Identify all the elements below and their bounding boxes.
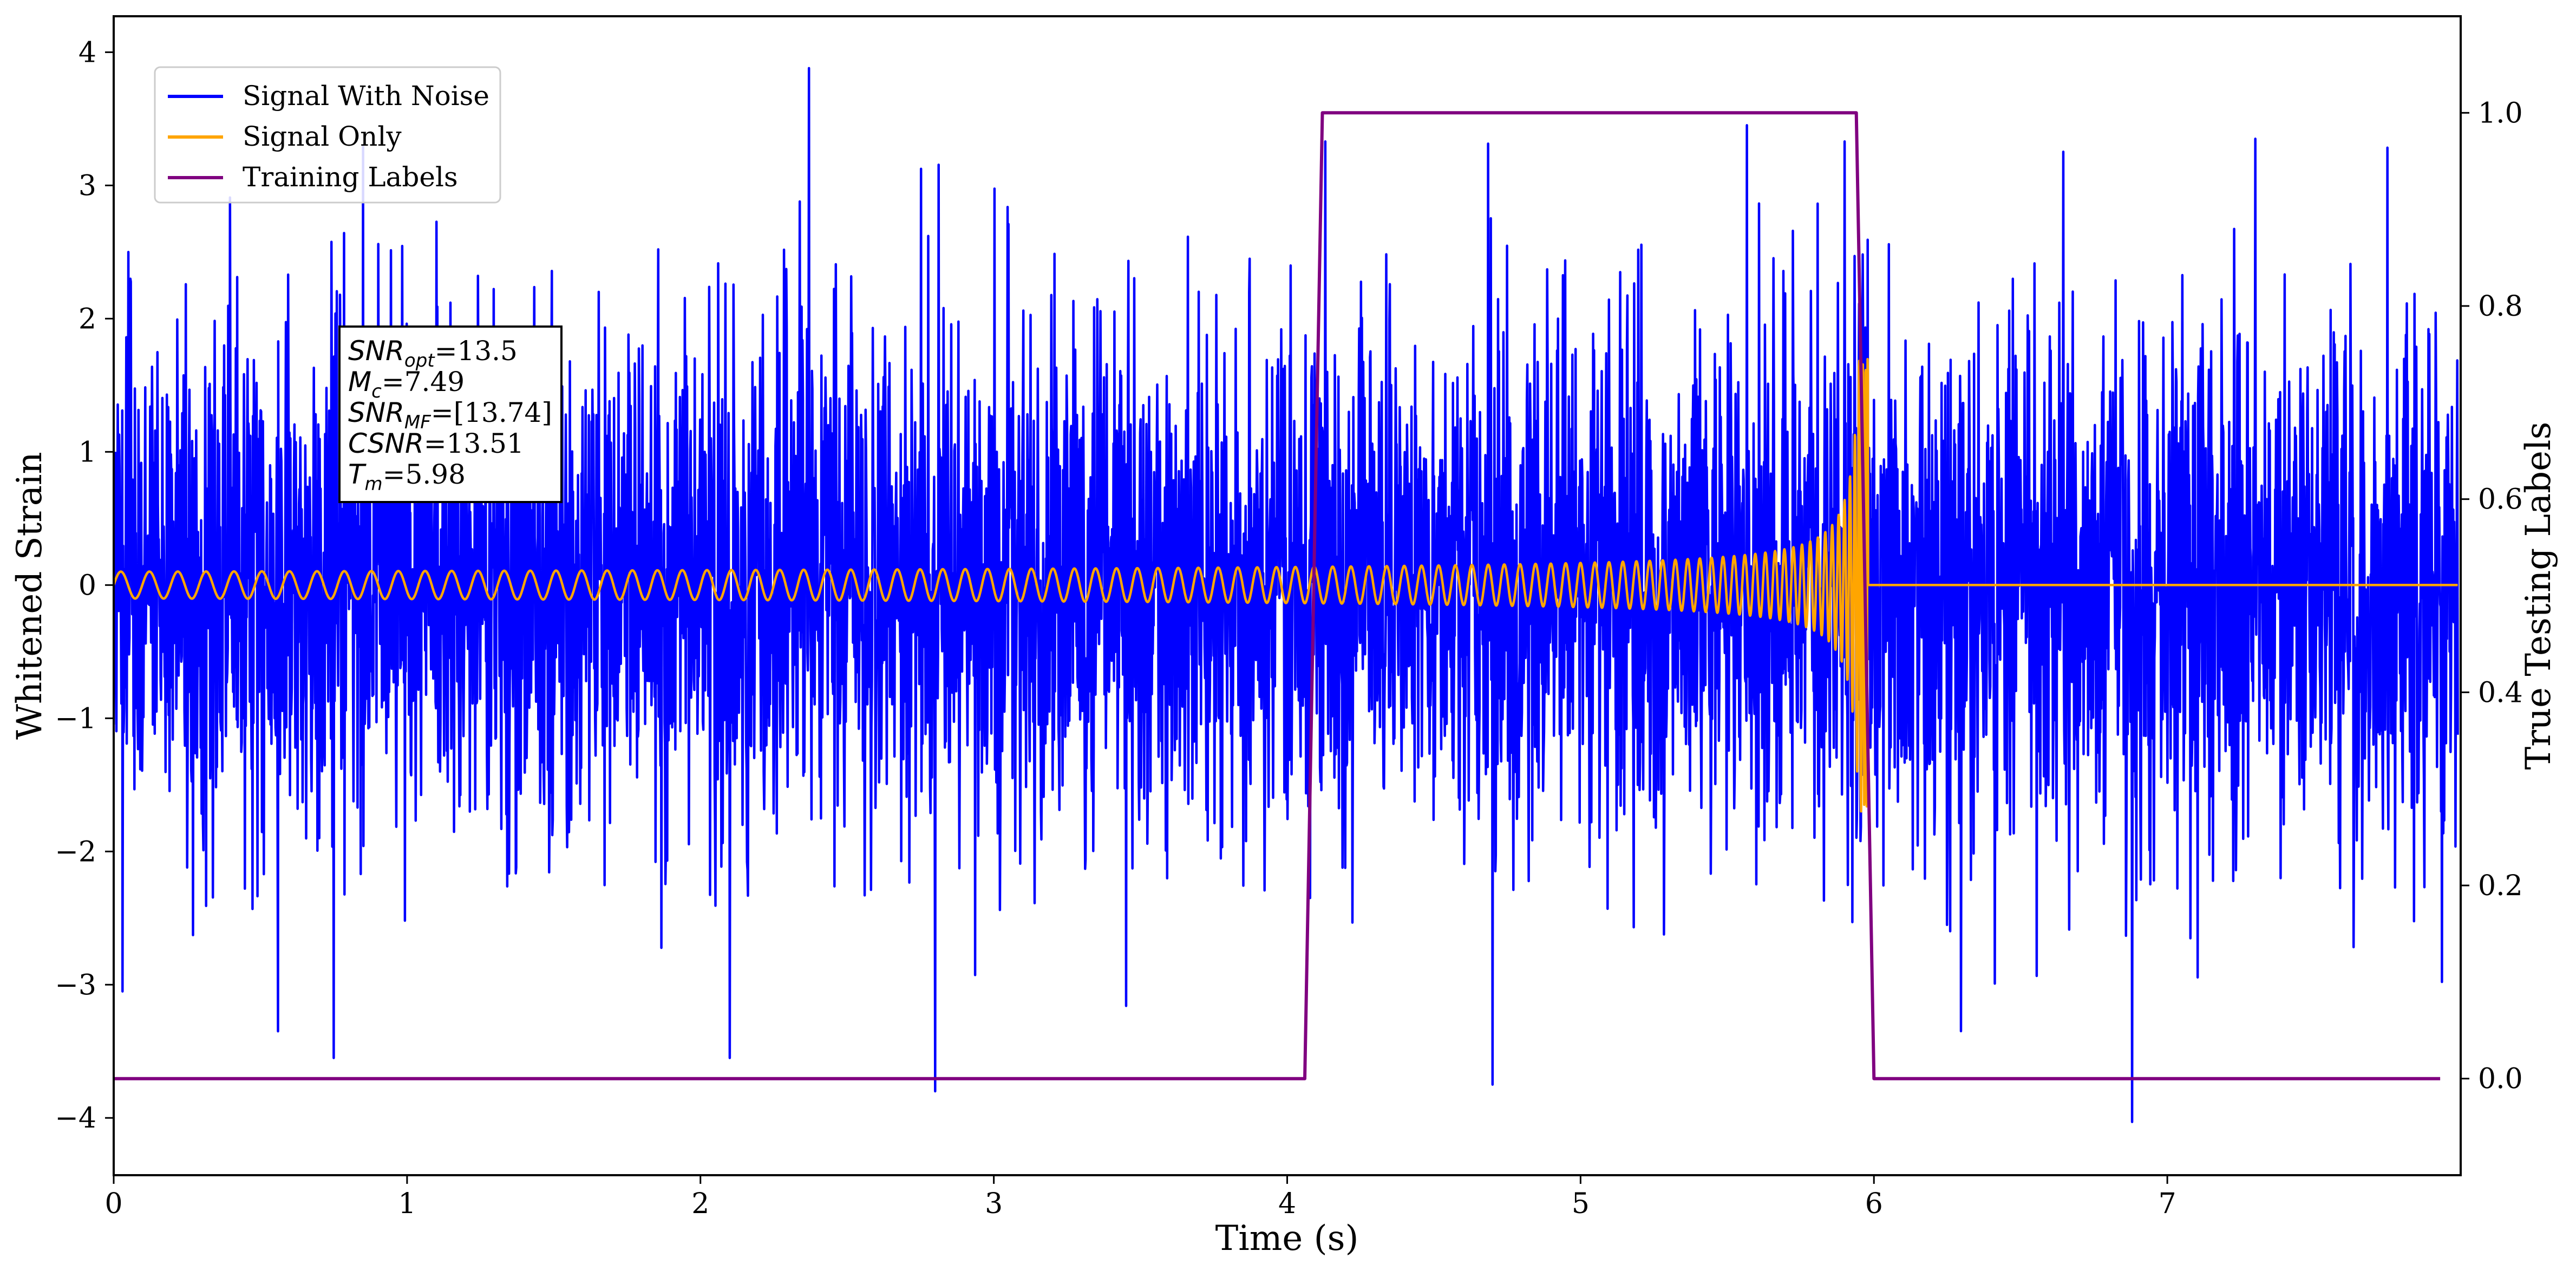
x-axis: 0 1 2 3 4 5 6 7 [104, 1175, 2176, 1220]
y-left-tick-label: 2 [79, 303, 96, 335]
y-right-tick-label: 0.8 [2478, 290, 2523, 323]
legend-box [154, 66, 501, 204]
x-tick-label: 1 [398, 1188, 416, 1220]
y-right-tick-label: 0.2 [2478, 870, 2523, 902]
y-left-tick-label: 1 [79, 436, 96, 468]
legend-label-signal-with-noise: Signal With Noise [243, 80, 489, 112]
x-tick-label: 7 [2159, 1188, 2176, 1220]
series-training-labels [114, 111, 2441, 1080]
x-tick-label: 6 [1865, 1188, 1883, 1220]
x-axis-title: Time (s) [1215, 1219, 1359, 1259]
annotation-line: Mc=7.49 [348, 366, 465, 402]
y-left-tick-label: −1 [55, 702, 96, 735]
y-right-tick-label: 1.0 [2478, 97, 2523, 129]
annotation-line: SNRopt=13.5 [348, 335, 518, 372]
x-tick-label: 2 [691, 1188, 709, 1220]
y-left-tick-label: −4 [55, 1102, 96, 1135]
annotation-line: CSNR=13.51 [348, 428, 524, 459]
series-signal-only [114, 357, 2459, 813]
y-right-tick-label: 0.0 [2478, 1063, 2523, 1096]
y-right-tick-label: 0.6 [2478, 484, 2523, 516]
y-left-tick-label: −3 [55, 969, 96, 1001]
annotation-line: SNRMF=[13.74] [348, 397, 552, 433]
annotation-box [338, 325, 563, 503]
x-tick-label: 4 [1278, 1188, 1296, 1220]
legend-label-signal-only: Signal Only [243, 121, 402, 152]
y-left-tick-label: 0 [79, 569, 96, 602]
x-tick-label: 3 [985, 1188, 1003, 1220]
y-axis-left-title: Whitened Strain [10, 452, 50, 739]
y-axis-right-title: True Testing Labels [2519, 422, 2559, 770]
y-axis-right: 1.0 0.8 0.6 0.4 0.2 0.0 [2461, 97, 2523, 1096]
legend-label-training-labels: Training Labels [243, 161, 458, 193]
y-left-tick-label: 3 [79, 170, 96, 202]
y-axis-left: 4 3 2 1 0 −1 −2 −3 −4 [55, 36, 114, 1135]
y-right-tick-label: 0.4 [2478, 676, 2523, 709]
x-tick-label: 0 [104, 1188, 122, 1220]
y-left-tick-label: −2 [55, 836, 96, 868]
parameter-annotation-box: SNRopt=13.5Mc=7.49SNRMF=[13.74]CSNR=13.5… [338, 325, 563, 503]
legend: Signal With Noise Signal Only Training L… [154, 66, 501, 204]
series-layer [114, 67, 2459, 1123]
y-left-tick-label: 4 [79, 36, 96, 69]
series-signal-with-noise [114, 67, 2459, 1123]
x-tick-label: 5 [1572, 1188, 1590, 1220]
annotation-line: Tm=5.98 [348, 459, 466, 495]
